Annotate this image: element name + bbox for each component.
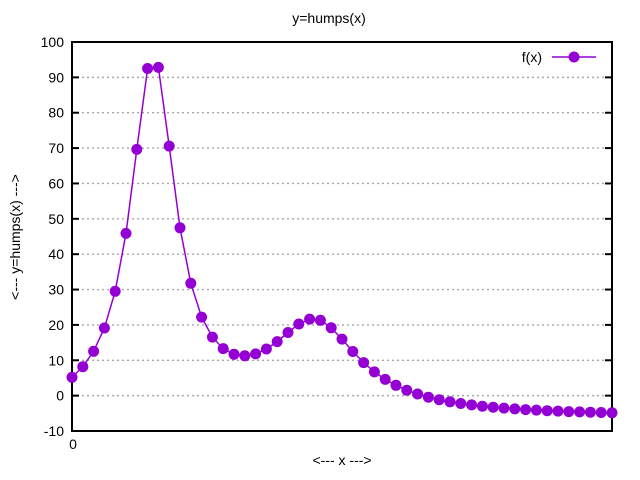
y-tick-labels: -10 0 10 20 30 40 50 60 70 80 90 100	[41, 34, 65, 439]
data-point-marker	[88, 345, 100, 357]
data-point-marker	[584, 406, 596, 418]
series-line	[71, 66, 613, 414]
x-tick-label: 0	[69, 436, 77, 452]
data-point-marker	[498, 402, 510, 414]
y-tick-label: 80	[48, 105, 64, 121]
tick-marks	[71, 41, 612, 432]
series-markers	[66, 61, 618, 419]
gridlines	[72, 76, 612, 397]
data-point-marker	[347, 346, 359, 357]
data-point-marker	[131, 143, 143, 155]
data-point-marker	[293, 318, 305, 330]
chart-title: y=humps(x)	[292, 10, 366, 26]
data-point-marker	[304, 313, 316, 325]
data-point-marker	[152, 61, 164, 73]
data-point-marker	[271, 336, 283, 348]
data-point-marker	[466, 399, 478, 411]
y-tick-label: 60	[48, 175, 64, 191]
data-point-marker	[390, 379, 402, 391]
data-point-marker	[217, 343, 229, 355]
data-point-marker	[541, 405, 553, 417]
data-point-marker	[174, 222, 186, 234]
data-point-marker	[185, 277, 197, 289]
data-point-marker	[476, 400, 488, 412]
data-point-marker	[433, 394, 445, 406]
data-point-marker	[368, 366, 380, 378]
legend-series-label: f(x)	[521, 49, 542, 65]
y-tick-label: 20	[48, 317, 64, 333]
y-tick-label: 100	[41, 34, 65, 50]
data-point-marker	[109, 285, 121, 297]
legend-line-marker-icon	[552, 51, 596, 63]
data-point-marker	[379, 373, 391, 385]
data-point-marker	[163, 140, 175, 152]
data-point-marker	[336, 333, 348, 345]
data-point-marker	[412, 388, 424, 400]
y-tick-label: 70	[48, 140, 64, 156]
data-point-marker	[520, 404, 532, 416]
data-point-marker	[250, 348, 262, 360]
x-tick-labels: 0	[69, 436, 77, 452]
y-tick-label: 50	[48, 211, 64, 227]
data-point-marker	[196, 311, 208, 323]
data-point-marker	[606, 407, 618, 419]
data-point-marker	[260, 343, 272, 355]
plot-border	[71, 41, 613, 432]
data-point-marker	[66, 371, 78, 383]
data-point-marker	[595, 407, 607, 418]
data-point-marker	[142, 63, 154, 74]
data-point-marker	[206, 331, 218, 343]
data-point-marker	[325, 322, 337, 334]
y-tick-label: 10	[48, 352, 64, 368]
data-point-marker	[487, 401, 499, 413]
data-point-marker	[455, 398, 467, 409]
data-point-marker	[552, 405, 564, 417]
y-tick-label: 0	[56, 388, 64, 404]
data-point-marker	[239, 350, 251, 362]
data-point-marker	[422, 391, 434, 403]
data-point-marker	[98, 322, 110, 334]
data-point-marker	[282, 327, 294, 338]
data-point-marker	[228, 348, 240, 360]
data-point-marker	[444, 396, 456, 408]
data-point-marker	[77, 361, 89, 373]
y-tick-label: 90	[48, 69, 64, 85]
x-axis-label: <--- x --->	[312, 452, 372, 468]
data-point-marker	[358, 357, 370, 369]
legend: f(x)	[440, 48, 597, 66]
data-point-marker	[530, 404, 542, 416]
y-tick-label: 30	[48, 282, 64, 298]
y-tick-label: 40	[48, 246, 64, 262]
data-point-marker	[563, 406, 575, 418]
data-point-marker	[401, 384, 413, 396]
y-tick-label: -10	[44, 423, 64, 439]
data-point-marker	[509, 403, 521, 415]
data-point-marker	[574, 406, 586, 418]
data-point-marker	[314, 314, 326, 326]
data-point-marker	[120, 227, 132, 239]
